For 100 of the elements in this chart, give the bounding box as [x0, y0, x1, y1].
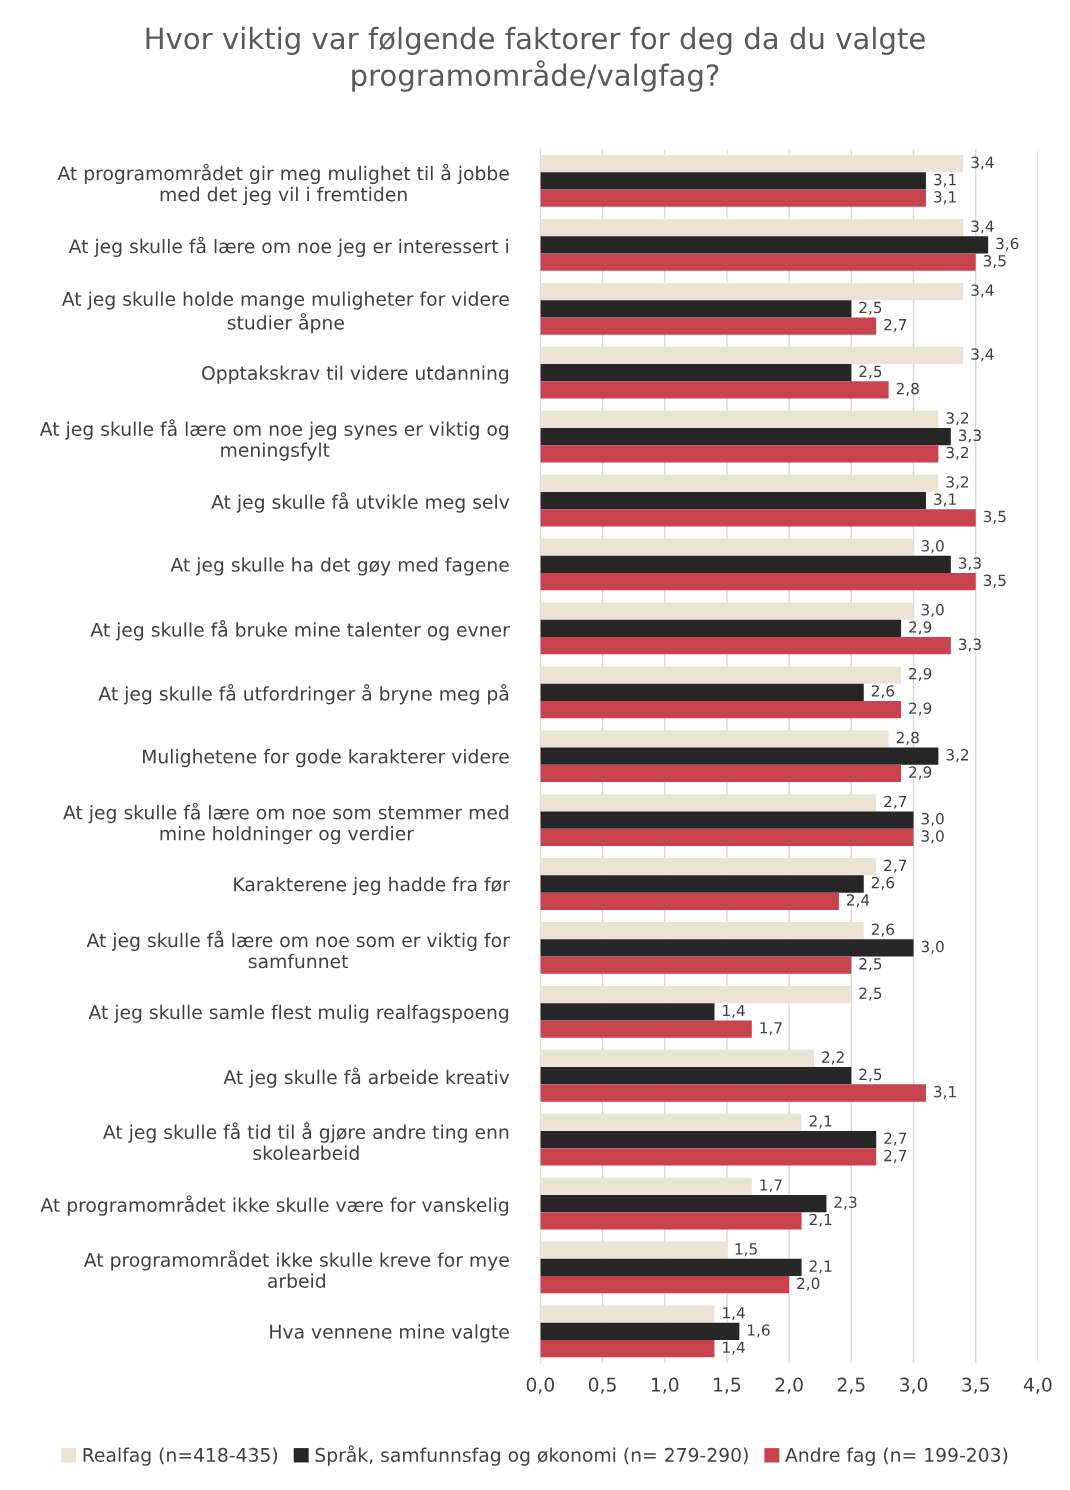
- data-label: 3,4: [971, 284, 994, 298]
- data-label: 2,7: [884, 1149, 907, 1163]
- bar: [540, 410, 939, 428]
- bar: [540, 730, 889, 748]
- bar: [540, 317, 877, 335]
- bar: [540, 474, 939, 492]
- bar: [540, 381, 889, 399]
- data-label: 2,2: [822, 1051, 844, 1065]
- y-tick-label: At jeg skulle få lære om noe som er viktig for samfunnet: [86, 930, 510, 969]
- bar: [540, 683, 864, 701]
- data-label: 3,3: [958, 638, 981, 652]
- bar: [540, 956, 852, 974]
- bar: [540, 811, 914, 829]
- data-label: 3,4: [971, 156, 994, 170]
- bar: [540, 1049, 814, 1068]
- x-tick-label: 3,5: [962, 1377, 989, 1394]
- y-tick-label: Opptakskrav til videre utdanning: [202, 365, 509, 384]
- data-label: 3,1: [934, 1085, 956, 1099]
- bar: [540, 346, 964, 365]
- bar: [540, 794, 877, 812]
- bar: [540, 1131, 877, 1149]
- data-label: 3,1: [934, 173, 956, 187]
- bar: [540, 1340, 715, 1358]
- y-tick-label: At jeg skulle få utvikle meg selv: [211, 492, 510, 513]
- y-tick-label: At jeg skulle holde mange muligheter for videre studier åpne: [61, 291, 509, 334]
- bar: [540, 538, 914, 556]
- y-tick-label: Mulighetene for gode karakterer videre: [143, 749, 509, 768]
- data-label: 3,0: [921, 830, 944, 844]
- data-label: 2,1: [809, 1213, 832, 1227]
- x-tick-label: 2,0: [775, 1377, 803, 1394]
- data-label: 3,2: [946, 412, 969, 426]
- bar: [540, 427, 951, 446]
- data-label: 2,1: [809, 1115, 832, 1129]
- data-label: 2,4: [846, 894, 870, 908]
- data-label: 2,5: [859, 365, 882, 379]
- data-label: 2,5: [859, 958, 882, 972]
- data-label: 3,2: [946, 476, 969, 490]
- bar: [540, 491, 926, 510]
- bar: [540, 1194, 827, 1213]
- data-label: 2,5: [859, 987, 882, 1001]
- bar: [540, 892, 839, 910]
- data-label: 2,6: [871, 685, 895, 699]
- data-label: 1,6: [747, 1324, 770, 1338]
- y-tick-label: At programområdet gir meg mulighet til å jobbe med det jeg vil i fremtiden: [57, 163, 509, 206]
- data-label: 2,7: [884, 859, 907, 873]
- bar: [540, 1276, 790, 1294]
- data-label: 3,5: [983, 255, 1006, 269]
- data-label: 3,3: [958, 429, 981, 443]
- data-label: 2,8: [896, 382, 919, 396]
- data-label: 2,9: [909, 621, 932, 635]
- bar: [540, 300, 852, 318]
- data-label: 1,7: [760, 1179, 782, 1193]
- y-tick-label: Hva vennene mine valgte: [270, 1324, 509, 1343]
- bar: [540, 1084, 926, 1102]
- data-label: 3,0: [921, 540, 944, 554]
- data-label: 2,6: [871, 923, 895, 937]
- bar: [540, 555, 951, 574]
- data-label: 1,4: [723, 1004, 745, 1018]
- y-tick-label: At jeg skulle få tid til å gjøre andre ting enn skolearbeid: [103, 1122, 509, 1161]
- bar: [540, 1258, 802, 1277]
- data-label: 3,1: [934, 191, 956, 205]
- data-label: 3,0: [921, 812, 944, 827]
- data-label: 2,0: [797, 1277, 820, 1291]
- chart-title: Hvor viktig var følgende faktorer for deg da du valgte programområde/valgfag?: [146, 26, 925, 92]
- data-label: 3,0: [921, 940, 944, 954]
- bar: [540, 253, 976, 271]
- y-tick-label: At jeg skulle få utfordringer å bryne meg på: [98, 684, 509, 705]
- data-label: 2,7: [884, 318, 907, 333]
- data-label: 3,0: [921, 603, 944, 618]
- bar: [540, 922, 864, 940]
- bar: [540, 218, 964, 237]
- bar: [540, 1067, 852, 1085]
- legend-label: Andre fag (n= 199-203): [785, 1447, 1008, 1466]
- y-tick-label: At jeg skulle samle flest mulig realfagspoeng: [88, 1004, 509, 1023]
- data-label: 3,1: [934, 493, 956, 507]
- bar: [540, 1003, 715, 1021]
- data-label: 2,9: [909, 766, 932, 780]
- bar: [540, 1212, 802, 1230]
- data-label: 2,9: [909, 667, 932, 681]
- bar: [540, 509, 976, 527]
- bar: [540, 619, 902, 637]
- bar: [540, 236, 989, 254]
- data-label: 1,7: [760, 1022, 782, 1036]
- data-label: 1,5: [735, 1243, 757, 1257]
- bar: [540, 1177, 752, 1195]
- y-tick-label: Karakterene jeg hadde fra før: [234, 876, 510, 896]
- bar: [540, 1113, 802, 1132]
- bar: [540, 985, 852, 1004]
- legend-label: Språk, samfunnsfag og økonomi (n= 279-290): [315, 1445, 748, 1466]
- x-tick-label: 0,0: [526, 1377, 555, 1394]
- x-tick-label: 2,5: [837, 1377, 865, 1394]
- data-label: 2,1: [809, 1260, 832, 1274]
- x-tick-label: 1,5: [714, 1377, 741, 1394]
- data-label: 3,6: [996, 237, 1019, 251]
- y-tick-label: At jeg skulle ha det gøy med fagene: [170, 557, 509, 576]
- bar: [540, 573, 976, 591]
- bar: [540, 282, 964, 301]
- data-label: 2,6: [871, 876, 895, 890]
- y-tick-label: At jeg skulle få lære om noe jeg er interessert i: [68, 236, 509, 257]
- x-tick-label: 1,0: [651, 1377, 679, 1394]
